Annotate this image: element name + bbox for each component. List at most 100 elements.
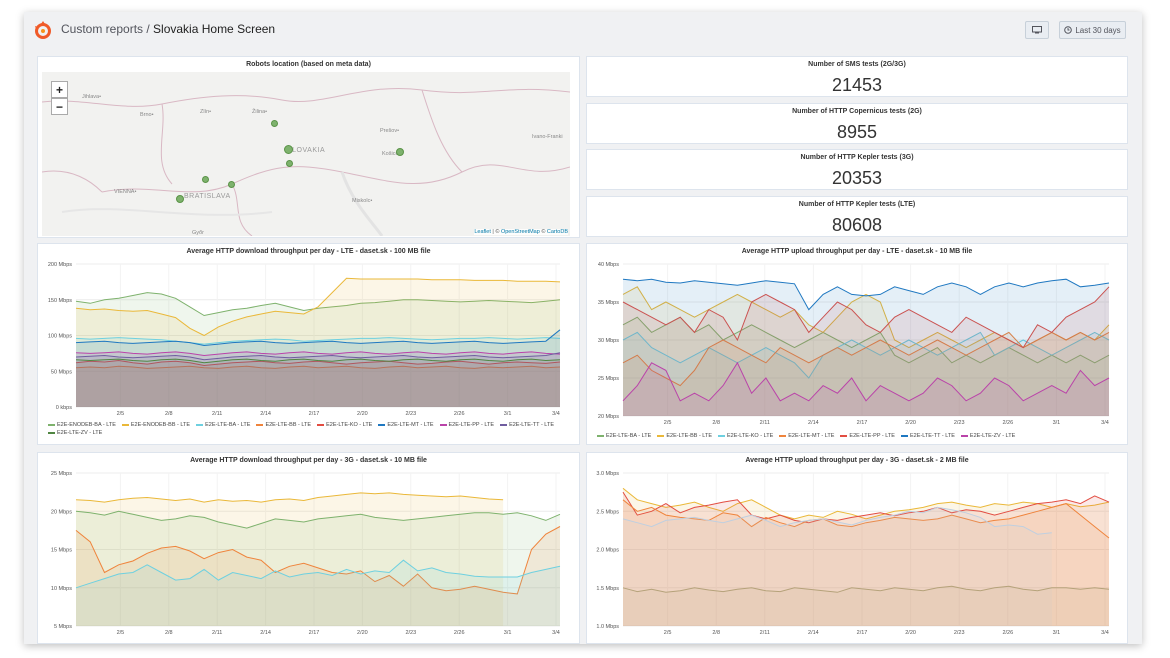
series-line [75, 365, 561, 369]
map-label: Prešov• [380, 128, 400, 134]
series-area [623, 332, 1109, 416]
robot-marker[interactable] [396, 148, 404, 156]
grafana-logo-icon[interactable] [33, 20, 53, 40]
breadcrumb[interactable]: Custom reports / Slovakia Home Screen [61, 22, 275, 36]
series-area [623, 488, 1109, 626]
zoom-out-button[interactable]: − [51, 98, 68, 115]
legend-item[interactable]: E2E-LTE-KO - LTE [317, 422, 372, 428]
legend-item[interactable]: E2E-LTE-ZV - LTE [960, 433, 1016, 439]
chart-legend: E2E-LTE-BA - LTE E2E-LTE-BB - LTE E2E-LTE-… [597, 433, 1127, 439]
chart-panel-3g-download: Average HTTP download throughput per day… [37, 452, 580, 644]
zoom-in-button[interactable]: + [51, 81, 68, 98]
breadcrumb-folder[interactable]: Custom reports / [61, 22, 154, 36]
robot-marker[interactable] [286, 160, 293, 167]
legend-item[interactable]: E2E-LTE-KO - LTE [718, 433, 773, 439]
3g-upload-chart[interactable]: 3.0 Mbps 2.5 Mbps 2.0 Mbps 1.5 Mbps 1.0 Mbps… [587, 453, 1129, 644]
legend-swatch [960, 435, 968, 437]
legend-swatch [196, 424, 204, 426]
robots-map[interactable]: + − Jihlava• Brno• Zlín• Žilina• Prešov•… [42, 72, 570, 236]
legend-item[interactable]: E2E-LTE-BA - LTE [597, 433, 651, 439]
osm-link[interactable]: OpenStreetMap [500, 229, 540, 235]
legend-label: E2E-LTE-MT - LTE [387, 422, 434, 428]
legend-item[interactable]: E2E-LTE-BA - LTE [196, 422, 250, 428]
legend-label: E2E-LTE-PP - LTE [448, 422, 495, 428]
leaflet-link[interactable]: Leaflet [474, 229, 491, 235]
legend-item[interactable]: E2E-LTE-BB - LTE [256, 422, 311, 428]
robot-marker[interactable] [202, 176, 209, 183]
y-tick-label: 15 Mbps [51, 548, 72, 554]
legend-item[interactable]: E2E-LTE-TT - LTE [900, 433, 955, 439]
3g-download-chart[interactable]: 25 Mbps 20 Mbps 15 Mbps 10 Mbps 5 Mbps 2/5 2/8… [38, 453, 581, 644]
series-line [75, 351, 561, 357]
y-tick-label: 1.5 Mbps [596, 586, 619, 592]
series-line [622, 278, 1110, 311]
legend-label: E2E-ENODEB-BA - LTE [57, 422, 116, 428]
series-line [622, 361, 1110, 402]
robot-marker[interactable] [271, 120, 278, 127]
dashboard-title[interactable]: Slovakia Home Screen [153, 22, 276, 36]
legend-swatch [657, 435, 665, 437]
y-tick-label: 0 kbps [56, 405, 72, 411]
legend-item[interactable]: E2E-LTE-PP - LTE [840, 433, 895, 439]
legend-swatch [500, 424, 508, 426]
x-tick-label: 3/4 [1101, 630, 1109, 636]
map-panel: Robots location (based on meta data) + −… [37, 56, 580, 238]
map-attribution: Leaflet | © OpenStreetMap © CartoDB [474, 229, 568, 235]
legend-item[interactable]: E2E-ENODEB-BA - LTE [48, 422, 116, 428]
series-line [75, 358, 561, 364]
time-range-picker[interactable]: Last 30 days [1059, 21, 1126, 39]
legend-item[interactable]: E2E-ENODEB-BB - LTE [121, 422, 190, 428]
y-tick-label: 10 Mbps [51, 586, 72, 592]
y-tick-label: 2.5 Mbps [596, 509, 619, 515]
x-tick-label: 2/5 [117, 630, 125, 636]
stat-value: 20353 [831, 168, 883, 188]
x-tick-label: 2/11 [212, 630, 222, 636]
legend-item[interactable]: E2E-LTE-TT - LTE [500, 422, 554, 428]
legend-label: E2E-LTE-MT - LTE [788, 433, 835, 439]
robot-marker[interactable] [176, 195, 184, 203]
x-tick-label: 2/11 [760, 420, 770, 426]
x-tick-label: 3/4 [1101, 420, 1109, 426]
x-tick-label: 2/11 [760, 630, 770, 636]
stat-value: 80608 [831, 215, 883, 235]
chart-panel-lte-upload: Average HTTP upload throughput per day -… [586, 243, 1128, 445]
series-area [623, 362, 1109, 416]
y-tick-label: 3.0 Mbps [596, 471, 619, 477]
y-tick-label: 20 Mbps [598, 414, 619, 420]
legend-item[interactable]: E2E-LTE-MT - LTE [378, 422, 434, 428]
legend-item[interactable]: E2E-LTE-ZV - LTE [48, 430, 102, 436]
x-tick-label: 2/14 [260, 411, 271, 417]
legend-label: E2E-LTE-ZV - LTE [969, 433, 1016, 439]
cartodb-link[interactable]: CartoDB [546, 229, 568, 235]
legend-swatch [779, 435, 787, 437]
tv-mode-button[interactable] [1025, 21, 1049, 39]
legend-item[interactable]: E2E-LTE-MT - LTE [779, 433, 834, 439]
x-tick-label: 2/23 [954, 420, 965, 426]
legend-label: E2E-LTE-TT - LTE [909, 433, 955, 439]
lte-download-chart[interactable]: 200 Mbps 150 Mbps 100 Mbps 50 Mbps 0 kbps 2/5… [38, 244, 581, 446]
x-tick-label: 3/4 [552, 630, 560, 636]
stat-value: 8955 [836, 122, 878, 142]
series-area [76, 292, 560, 407]
robot-marker[interactable] [284, 145, 293, 154]
chart-title: Average HTTP download throughput per day… [186, 248, 431, 255]
stat-title: Number of HTTP Kepler tests (3G) [800, 154, 914, 161]
x-tick-label: 2/17 [857, 420, 868, 426]
x-tick-label: 2/20 [357, 411, 368, 417]
map-panel-title: Robots location (based on meta data) [246, 61, 371, 68]
series-line [622, 316, 1110, 364]
x-tick-label: 2/8 [165, 411, 173, 417]
legend-item[interactable]: E2E-LTE-PP - LTE [439, 422, 495, 428]
legend-item[interactable]: E2E-LTE-BB - LTE [657, 433, 712, 439]
legend-label: E2E-LTE-KO - LTE [326, 422, 373, 428]
x-tick-label: 2/14 [260, 630, 271, 636]
robot-marker[interactable] [228, 181, 235, 188]
series-area [76, 526, 560, 626]
lte-upload-chart[interactable]: 40 Mbps 35 Mbps 30 Mbps 25 Mbps 20 Mbps 2/5 2/… [587, 244, 1129, 446]
y-tick-label: 25 Mbps [51, 471, 72, 477]
series-line [75, 359, 561, 367]
stat-title: Number of HTTP Kepler tests (LTE) [798, 201, 916, 208]
series-line [622, 585, 1110, 593]
stat-panel-copernicus: Number of HTTP Copernicus tests (2G) 895… [586, 103, 1128, 144]
series-line [622, 286, 1110, 349]
